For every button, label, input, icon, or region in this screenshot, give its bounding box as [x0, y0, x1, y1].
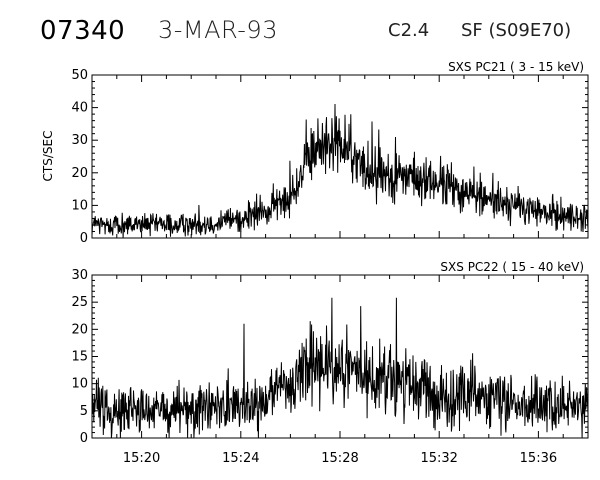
event-date: 3-MAR-93 [158, 16, 278, 44]
y-axis-pc21: 0 10 20 30 40 50 [71, 68, 588, 246]
y-tick-label: 40 [71, 101, 88, 116]
flare-location: SF (S09E70) [461, 20, 572, 41]
panel-title-pc21: SXS PC21 ( 3 - 15 keV) [448, 60, 584, 74]
y-axis-pc22: 0 5 10 15 20 25 30 [71, 268, 588, 446]
panel-title-pc22: SXS PC22 ( 15 - 40 keV) [440, 260, 584, 274]
x-tick-label: 15:36 [520, 451, 557, 466]
panel-pc21: SXS PC21 ( 3 - 15 keV) 0 10 20 30 40 50 CTS/S… [41, 60, 589, 246]
goes-class: C2.4 [388, 20, 430, 41]
y-tick-label: 30 [71, 268, 88, 283]
series-line-pc22 [91, 297, 589, 439]
series-line-pc21 [91, 103, 589, 238]
x-tick-label: 15:24 [222, 451, 259, 466]
x-tick-label: 15:28 [321, 451, 358, 466]
x-tick-label: 15:32 [420, 451, 457, 466]
y-tick-label: 15 [71, 350, 88, 365]
event-id: 07340 [40, 16, 126, 46]
y-tick-label: 20 [71, 322, 88, 337]
y-tick-label: 5 [80, 404, 88, 419]
y-tick-label: 0 [80, 231, 88, 246]
x-tick-label: 15:20 [123, 451, 160, 466]
plot-header: 07340 3-MAR-93 C2.4 SF (S09E70) [0, 0, 600, 50]
y-tick-label: 50 [71, 68, 88, 83]
y-tick-label: 10 [71, 198, 88, 213]
y-axis-label: CTS/SEC [41, 131, 55, 182]
y-tick-label: 10 [71, 377, 88, 392]
x-axis-pc21 [91, 75, 589, 238]
y-tick-label: 25 [71, 295, 88, 310]
panel-pc22: SXS PC22 ( 15 - 40 keV) 0 5 10 15 20 25 30 15:… [71, 260, 589, 466]
y-tick-label: 0 [80, 431, 88, 446]
y-tick-label: 30 [71, 133, 88, 148]
x-axis-pc22: 15:20 15:24 15:28 15:32 15:36 [91, 275, 589, 466]
y-tick-label: 20 [71, 166, 88, 181]
